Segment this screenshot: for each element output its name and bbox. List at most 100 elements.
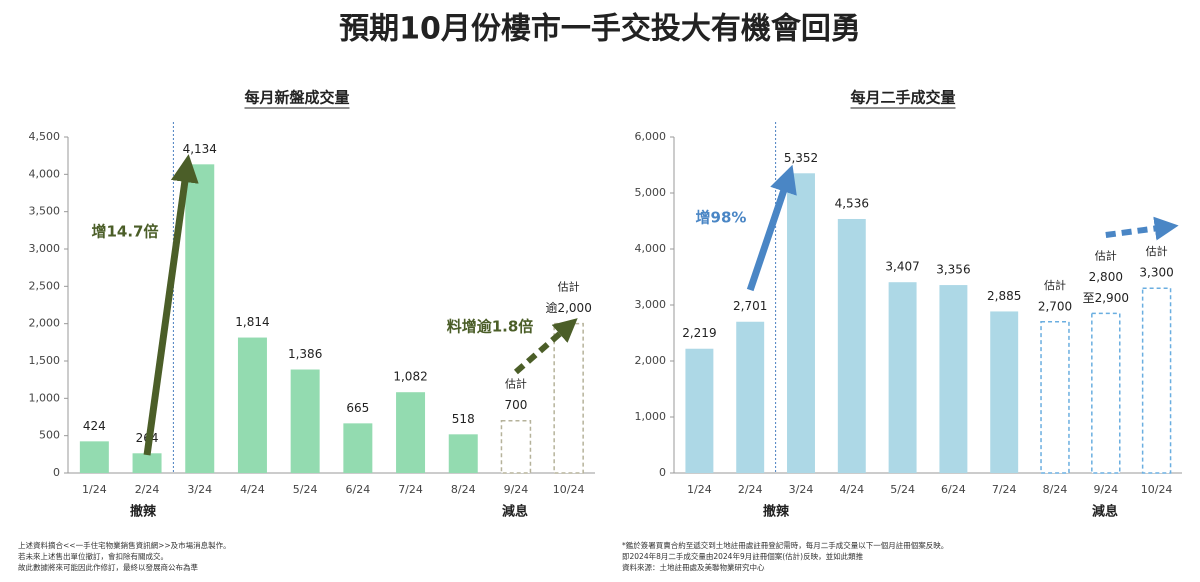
x-tick-label: 4/24	[839, 483, 864, 496]
y-tick-label: 4,000	[29, 167, 61, 180]
footnote: 資料來源：土地註冊處及美聯物業研究中心	[622, 562, 765, 572]
x-tick-label: 10/24	[553, 483, 585, 496]
value-label: 4,134	[183, 142, 217, 156]
bar	[79, 441, 109, 473]
period-label: 減息	[1092, 504, 1118, 520]
value-label: 2,219	[682, 326, 716, 340]
x-tick-label: 3/24	[789, 483, 814, 496]
x-tick-label: 10/24	[1141, 483, 1173, 496]
value-label: 700	[504, 398, 527, 412]
bar	[787, 173, 815, 473]
estimate-label: 估計	[1146, 244, 1168, 258]
y-tick-label: 1,000	[29, 391, 61, 404]
bar	[290, 369, 320, 473]
period-label: 撤辣	[763, 504, 790, 520]
value-label: 665	[346, 401, 369, 415]
y-tick-label: 3,000	[635, 298, 667, 311]
value-label: 518	[452, 412, 475, 426]
x-tick-label: 2/24	[135, 483, 160, 496]
value-label: 3,300	[1139, 266, 1173, 280]
x-tick-label: 6/24	[345, 483, 370, 496]
x-tick-label: 6/24	[941, 483, 966, 496]
x-tick-label: 3/24	[187, 483, 212, 496]
page-title: 預期10月份樓市一手交投大有機會回勇	[339, 12, 861, 47]
value-label: 2,885	[987, 289, 1021, 303]
estimate-label: 估計	[505, 377, 527, 391]
bar	[343, 423, 373, 473]
x-tick-label: 5/24	[890, 483, 915, 496]
value-label: 3,356	[936, 263, 970, 277]
bar	[237, 337, 267, 473]
annotation: 增98%	[696, 209, 747, 227]
chart-title: 每月新盤成交量	[244, 89, 349, 107]
trend-arrow	[513, 318, 578, 375]
value-label: 2,701	[733, 299, 767, 313]
y-tick-label: 6,000	[635, 130, 667, 143]
value-label: 2,800	[1089, 270, 1123, 284]
x-tick-label: 1/24	[82, 483, 107, 496]
y-tick-label: 4,500	[29, 130, 61, 143]
x-tick-label: 9/24	[1093, 483, 1118, 496]
bar	[736, 321, 765, 473]
y-tick-label: 3,500	[29, 205, 61, 218]
x-tick-label: 2/24	[738, 483, 763, 496]
bar	[888, 282, 917, 473]
bar	[685, 348, 714, 473]
bar	[990, 311, 1019, 473]
value-label: 至2,900	[1083, 291, 1129, 305]
y-tick-label: 1,500	[29, 354, 61, 367]
period-label: 撤辣	[130, 504, 157, 520]
footnote: 即2024年8月二手成交量由2024年9月註冊個案(估計)反映，並如此類推	[622, 551, 864, 561]
footnote: 故此數據將來可能因此作修訂，最終以發展商公布為準	[18, 562, 198, 572]
value-label: 3,407	[885, 260, 919, 274]
annotation: 料增逾1.8倍	[447, 318, 534, 336]
value-label: 2,700	[1038, 299, 1072, 313]
x-tick-label: 1/24	[687, 483, 712, 496]
estimate-label: 估計	[1044, 278, 1066, 292]
y-tick-label: 0	[659, 466, 666, 479]
y-tick-label: 500	[39, 429, 60, 442]
bar	[448, 434, 478, 473]
bar-estimated	[500, 419, 532, 474]
estimate-label: 估計	[1095, 248, 1117, 262]
annotation: 增14.7倍	[91, 223, 158, 241]
x-tick-label: 8/24	[451, 483, 476, 496]
bar	[939, 285, 968, 473]
y-tick-label: 2,000	[29, 317, 61, 330]
bar-estimated	[553, 322, 584, 474]
x-tick-label: 9/24	[504, 483, 529, 496]
x-tick-label: 8/24	[1043, 483, 1068, 496]
footnote: 若未來上述售出單位撤訂，會扣除有關成交。	[18, 551, 168, 561]
value-label: 1,814	[235, 315, 269, 329]
value-label: 1,082	[393, 370, 427, 384]
y-tick-label: 5,000	[635, 186, 667, 199]
bar	[837, 218, 866, 473]
value-label: 424	[83, 419, 106, 433]
bar	[132, 453, 162, 473]
value-label: 逾2,000	[545, 300, 591, 315]
chart-title: 每月二手成交量	[850, 89, 955, 107]
y-tick-label: 4,000	[635, 242, 667, 255]
x-tick-label: 7/24	[992, 483, 1017, 496]
y-tick-label: 1,000	[635, 410, 667, 423]
y-tick-label: 2,000	[635, 354, 667, 367]
bar-estimated	[1141, 287, 1172, 474]
bar	[185, 164, 215, 473]
value-label: 4,536	[835, 196, 869, 210]
estimate-label: 估計	[558, 280, 580, 294]
value-label: 5,352	[784, 151, 818, 165]
period-label: 減息	[502, 504, 528, 520]
trend-arrow	[746, 164, 797, 292]
x-tick-label: 5/24	[293, 483, 318, 496]
x-tick-label: 7/24	[398, 483, 423, 496]
x-tick-label: 4/24	[240, 483, 265, 496]
bar-estimated	[1040, 321, 1070, 474]
footnote: 上述資料摘合<<一手住宅物業銷售資訊網>>及市場消息製作。	[18, 540, 231, 550]
y-tick-label: 0	[53, 466, 60, 479]
y-tick-label: 3,000	[29, 242, 61, 255]
trend-arrow	[1105, 216, 1179, 241]
y-tick-label: 2,500	[29, 279, 61, 292]
bar-estimated	[1091, 312, 1121, 474]
trend-arrow	[143, 154, 199, 456]
